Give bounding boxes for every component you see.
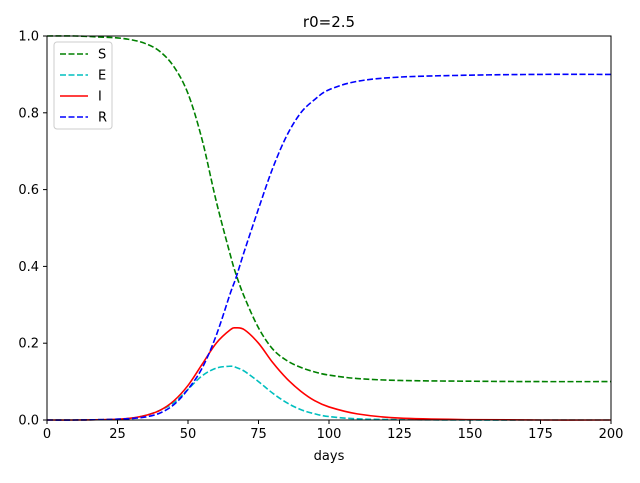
x-tick-label: 125 (387, 427, 412, 442)
x-tick-label: 100 (317, 427, 342, 442)
x-axis-label: days (314, 449, 345, 464)
chart-title: r0=2.5 (303, 13, 355, 31)
legend-box (53, 41, 113, 130)
ticks-layer: 0 25 50 75 100 125 150 175 200 0.0 0.2 0.4 0.6 0.8 1.0 (18, 30, 623, 443)
x-tick-label: 25 (109, 427, 126, 442)
x-tick-label: 75 (250, 427, 267, 442)
y-tick-label: 0.0 (18, 414, 39, 429)
legend-label-i: I (98, 90, 102, 105)
series-line-e (46, 365, 611, 421)
x-tick-label: 175 (528, 427, 553, 442)
x-tick-label: 0 (43, 427, 51, 442)
series-line-i (46, 326, 612, 421)
legend-label-r: R (98, 111, 107, 126)
series-line-r (46, 73, 612, 421)
x-tick-label: 200 (599, 427, 624, 442)
x-tick-label: 50 (180, 427, 197, 442)
series-layer (46, 35, 612, 421)
legend-label-s: S (98, 48, 106, 63)
y-tick-label: 0.4 (18, 260, 39, 275)
y-tick-label: 0.2 (18, 337, 39, 352)
legend-label-e: E (98, 69, 106, 84)
plot-frame (46, 35, 612, 421)
y-tick-label: 1.0 (18, 30, 39, 45)
series-line-s (46, 35, 612, 383)
x-tick-label: 150 (458, 427, 483, 442)
y-tick-label: 0.8 (18, 106, 39, 121)
y-tick-label: 0.6 (18, 183, 39, 198)
